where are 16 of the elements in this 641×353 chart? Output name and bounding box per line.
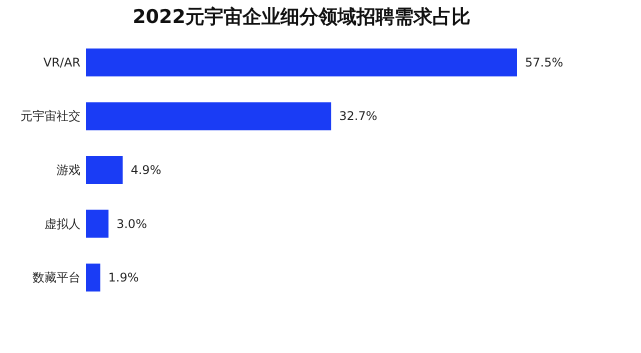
- y-tick-label: 数藏平台: [32, 270, 80, 285]
- y-tick-label: VR/AR: [43, 55, 80, 70]
- data-label: 3.0%: [116, 216, 147, 231]
- bar: [86, 48, 517, 76]
- data-label: 1.9%: [108, 270, 139, 285]
- y-tick-label: 虚拟人: [44, 216, 80, 231]
- y-tick-label: 游戏: [56, 163, 80, 177]
- bar: [86, 264, 100, 292]
- bar: [86, 156, 123, 184]
- data-label: 57.5%: [525, 55, 564, 70]
- chart-title: 2022元宇宙企业细分领域招聘需求占比: [132, 6, 470, 28]
- bar: [86, 210, 108, 238]
- data-label: 4.9%: [130, 163, 162, 177]
- data-label: 32.7%: [339, 109, 378, 124]
- y-tick-label: 元宇宙社交: [20, 109, 80, 124]
- bar: [86, 102, 332, 130]
